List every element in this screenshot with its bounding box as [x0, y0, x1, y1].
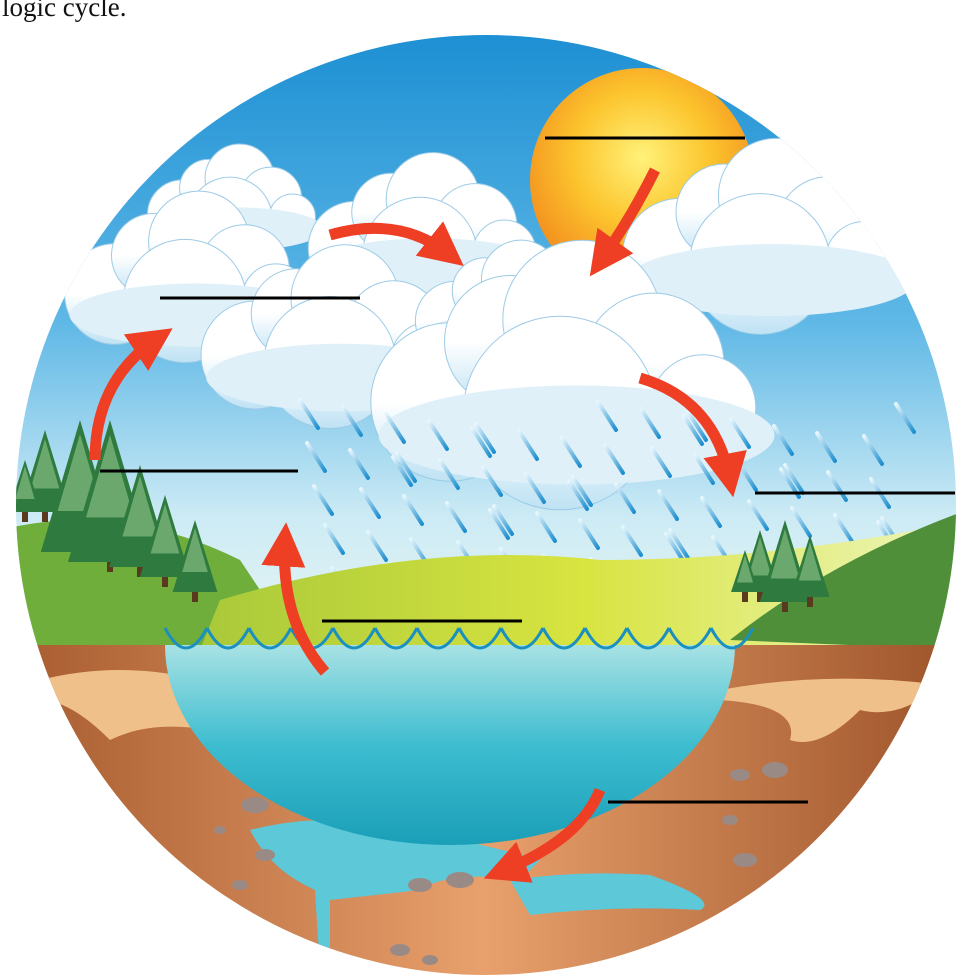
rocks-ellipse: [232, 880, 248, 890]
illustration: [0, 30, 967, 977]
rocks-ellipse: [761, 883, 779, 893]
rocks-ellipse: [255, 849, 275, 861]
rocks-ellipse: [762, 762, 788, 778]
rocks-ellipse: [730, 769, 750, 781]
rocks-ellipse: [241, 797, 269, 813]
rocks-ellipse: [446, 872, 474, 888]
rocks-ellipse: [408, 878, 432, 892]
rocks-ellipse: [722, 815, 738, 825]
water-cycle-diagram: logic cycle.: [0, 0, 967, 977]
page: logic cycle.: [0, 0, 967, 977]
caption: logic cycle.: [2, 0, 126, 22]
rocks-ellipse: [733, 853, 757, 867]
rocks-ellipse: [390, 944, 410, 956]
rocks-ellipse: [422, 955, 438, 965]
rocks-ellipse: [214, 826, 226, 834]
